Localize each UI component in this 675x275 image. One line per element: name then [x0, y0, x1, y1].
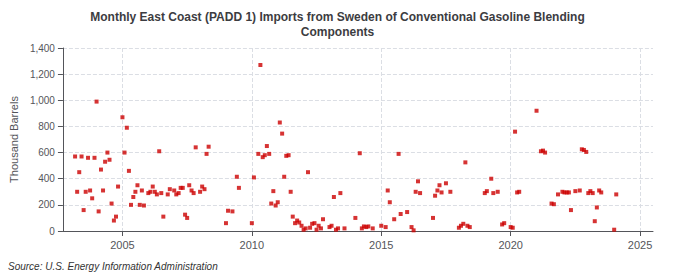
svg-text:0: 0	[49, 226, 55, 237]
svg-text:2025: 2025	[628, 239, 652, 251]
svg-text:1,400: 1,400	[30, 43, 55, 54]
svg-text:1,200: 1,200	[30, 69, 55, 80]
svg-text:Monthly East Coast (PADD 1) Im: Monthly East Coast (PADD 1) Imports from…	[90, 10, 584, 24]
svg-text:2015: 2015	[369, 239, 393, 251]
svg-text:2020: 2020	[498, 239, 522, 251]
svg-text:1,000: 1,000	[30, 95, 55, 106]
svg-text:Source: U.S. Energy Informatio: Source: U.S. Energy Information Administ…	[8, 261, 218, 272]
svg-text:2005: 2005	[110, 239, 134, 251]
svg-text:200: 200	[38, 199, 55, 210]
svg-text:800: 800	[38, 121, 55, 132]
svg-text:600: 600	[38, 147, 55, 158]
svg-text:400: 400	[38, 173, 55, 184]
svg-text:2010: 2010	[240, 239, 264, 251]
svg-text:Thousand Barrels: Thousand Barrels	[8, 96, 20, 183]
svg-text:Components: Components	[301, 25, 375, 39]
